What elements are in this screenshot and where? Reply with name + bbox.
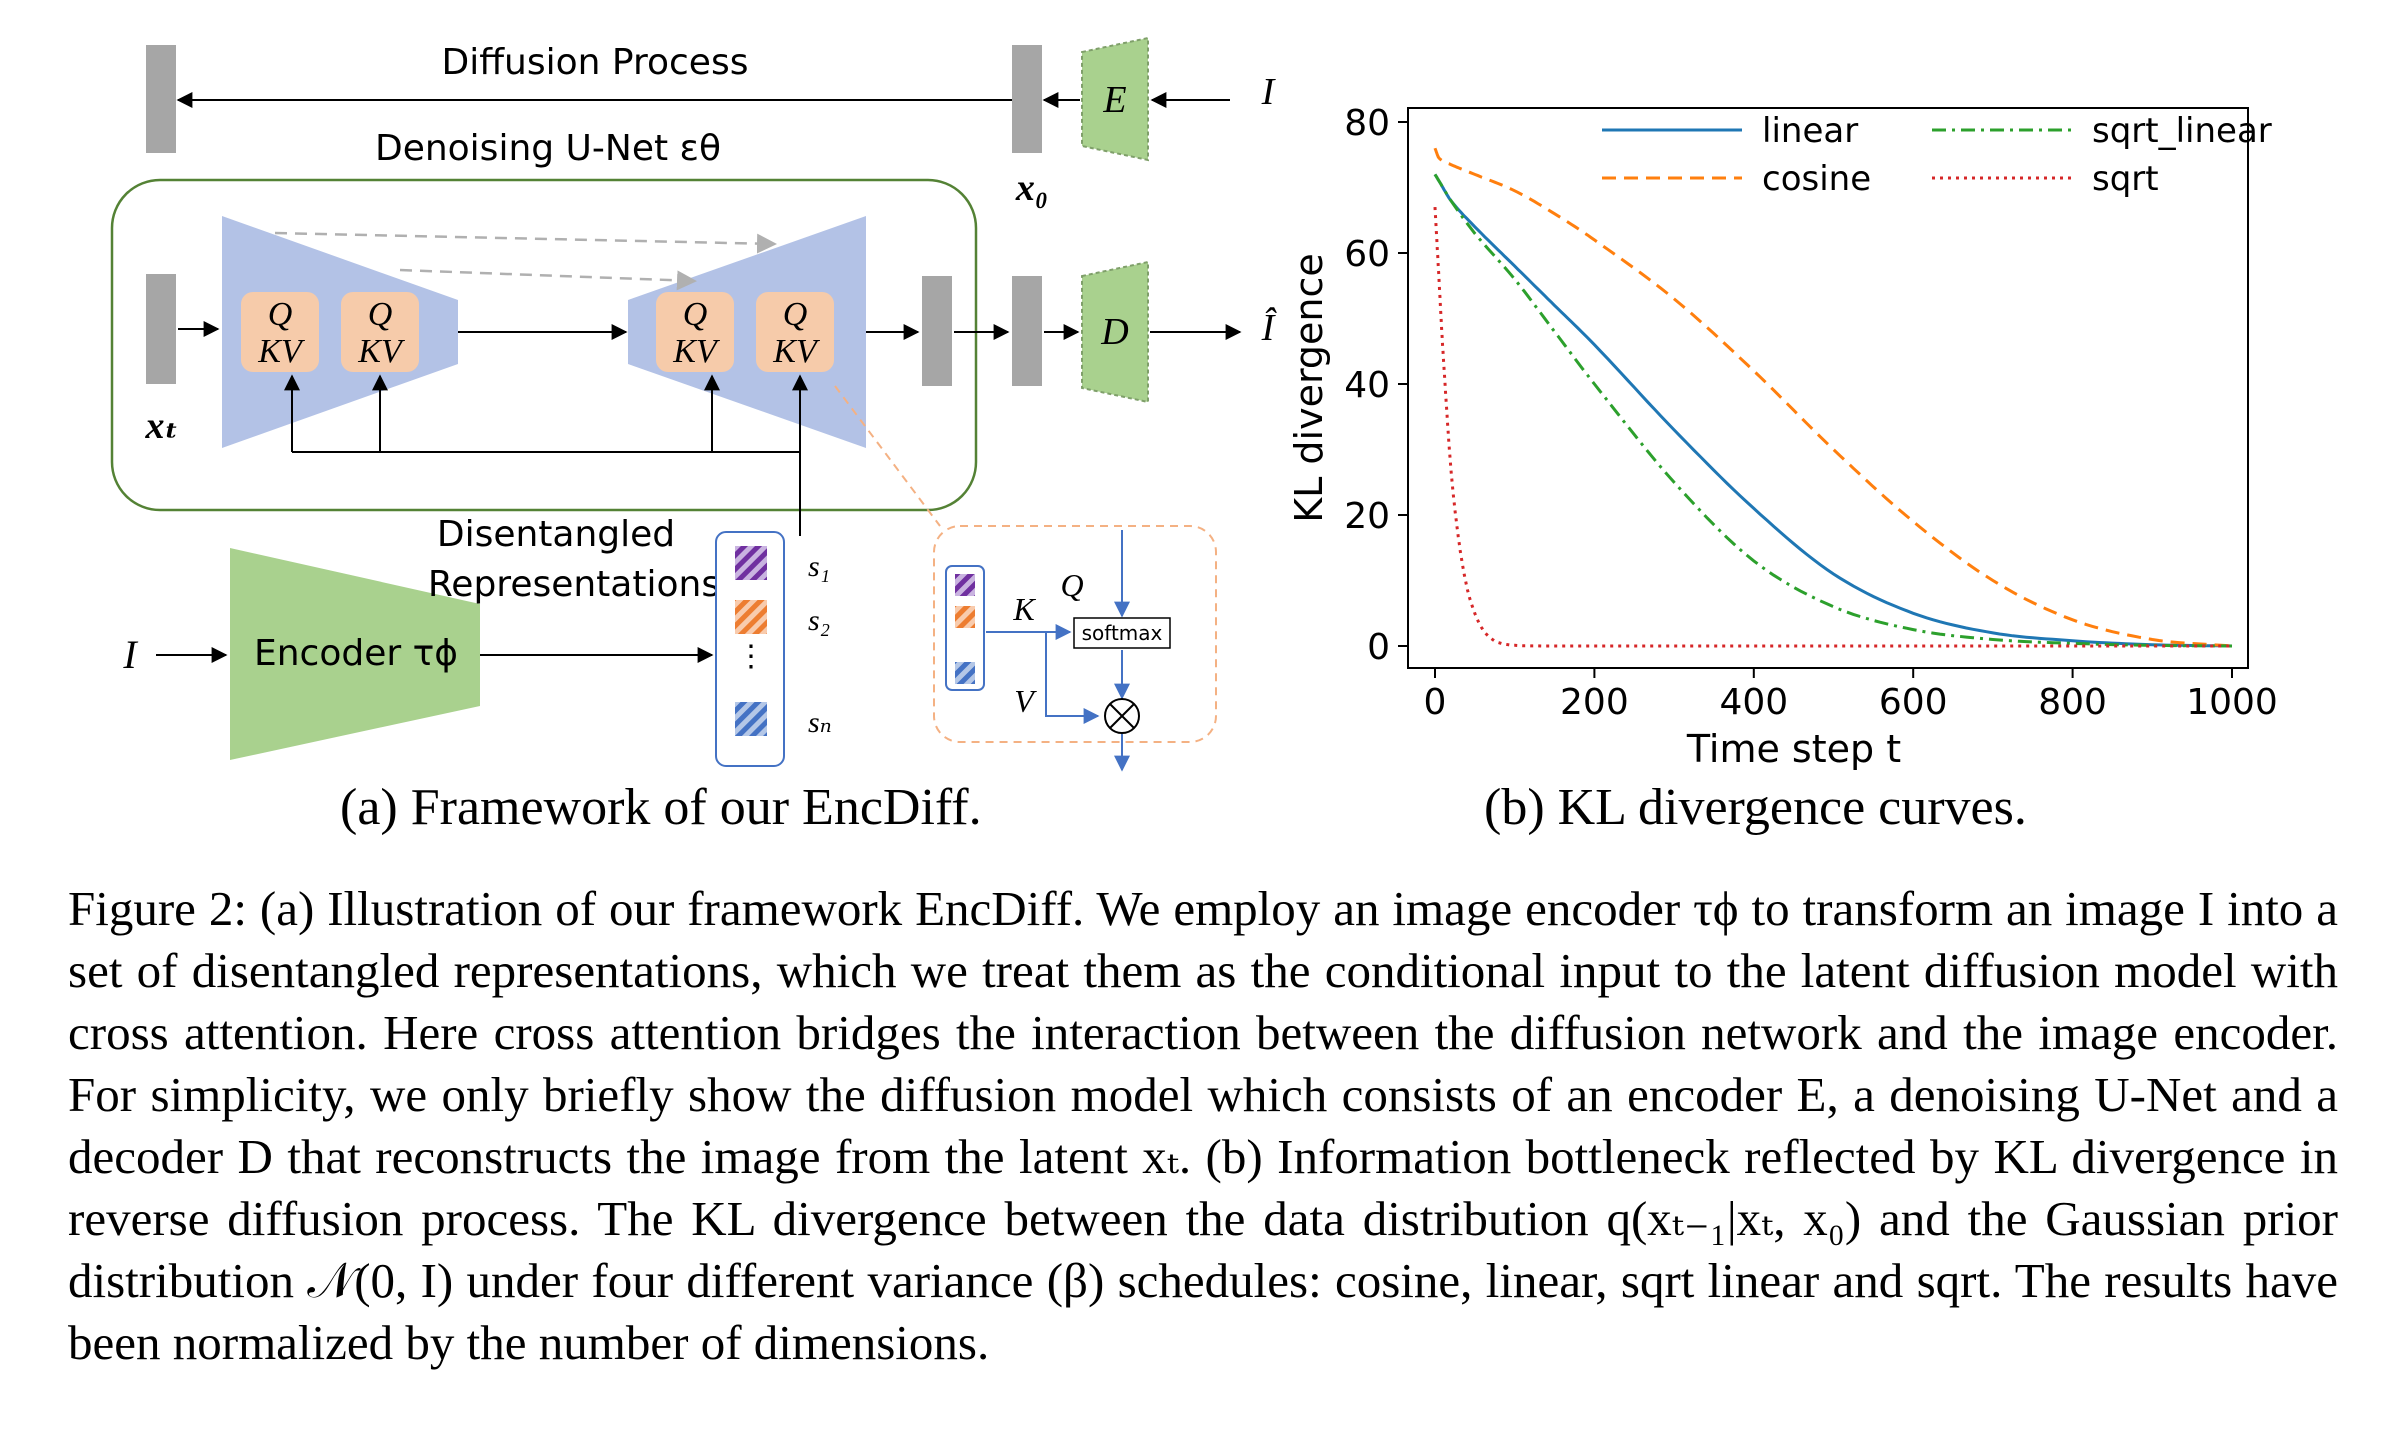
inset-q-label: Q [1060,567,1083,603]
latent-block-z0 [1012,276,1042,386]
x-tick-label: 1000 [2186,682,2278,723]
attn-kv-3: KV [672,333,721,370]
y-tick-label: 80 [1344,103,1390,144]
y-tick-label: 60 [1344,234,1390,275]
panel-a-framework: Diffusion Process E I x₀ Denoising U-Net… [110,36,1278,772]
y-tick-label: 20 [1344,496,1390,537]
encoder-input-i: I [122,632,138,677]
attn-block-4: Q KV [756,292,834,372]
rep-ellipsis: ⋮ [736,640,766,673]
rep-s1-swatch [735,546,767,580]
attn-q-4: Q [783,296,808,333]
skip-connection-2 [399,268,697,291]
figure-caption: Figure 2: (a) Illustration of our framew… [68,881,2338,1370]
inset-softmax-label: softmax [1082,621,1163,645]
series-line-sqrt [1433,207,2232,648]
plot-area-frame [1407,107,2249,669]
decoder-d-label: D [1100,311,1128,353]
series-line-linear [1433,173,2233,648]
latent-block-x0 [1012,45,1042,153]
rep-s2-label: s₂ [808,604,830,637]
x-tick-label: 0 [1424,682,1447,723]
latent-block-out [922,276,952,386]
output-ihat: Î [1261,307,1278,349]
subcaption-b: (b) KL divergence curves. [1484,779,2027,836]
attn-kv-4: KV [772,333,821,370]
legend-label-sqrt: sqrt [2092,159,2159,199]
unet-down-trapezoid [222,216,458,448]
attn-q-2: Q [368,296,393,333]
rep-sn-swatch [735,702,767,736]
attn-block-1: Q KV [241,292,319,372]
encoder-tau-label: Encoder τϕ [254,633,458,674]
chart-ticks-group: 0 200 400 600 800 1000 0 20 40 60 80 [1344,103,2278,723]
x0-label: x₀ [1015,167,1048,209]
attn-block-3: Q KV [656,292,734,372]
denoising-unet-label: Denoising U-Net εθ [375,128,721,169]
cross-attn-inset [933,525,1217,743]
conditioning-lines [284,374,808,536]
legend-label-linear: linear [1762,111,1858,151]
attn-kv-1: KV [257,333,306,370]
legend-label-sqrt-linear: sqrt_linear [2092,111,2272,151]
diffusion-process-label: Diffusion Process [442,42,749,83]
encoder-tau-trapezoid [230,548,480,760]
x-tick-label: 400 [1719,682,1788,723]
rep-s1-label: s₁ [808,550,830,583]
subcaption-a: (a) Framework of our EncDiff. [340,779,982,836]
inset-k-label: K [1012,591,1036,627]
rep-s2-swatch [735,600,767,634]
y-tick-label: 0 [1367,627,1390,668]
unet-frame [110,178,978,512]
x-tick-label: 800 [2038,682,2107,723]
chart-y-axis-label: KL divergence [1287,253,1331,523]
chart-x-axis-label: Time step t [1686,727,1901,771]
encoder-e-trapezoid [1081,36,1149,162]
decoder-d-trapezoid [1081,260,1149,404]
xt-label: xₜ [144,405,178,447]
series-line-sqrt-linear [1433,173,2233,648]
input-i-top: I [1261,71,1277,113]
attn-block-2: Q KV [341,292,419,372]
inset-v-line [1045,632,1100,724]
disentangled-label-line1: Disentangled [437,514,675,555]
x-tick-label: 600 [1879,682,1948,723]
attn-q-3: Q [683,296,708,333]
skip-connection-1 [274,231,777,254]
latent-block-xt [146,274,176,384]
inset-rep-n [955,662,975,684]
inset-softmax-box [1073,617,1171,649]
inset-multiply-x2 [1109,703,1135,729]
inset-rep-2 [955,606,975,628]
inset-v-label: V [1014,683,1037,719]
attn-q-1: Q [268,296,293,333]
chart-series-group [1433,147,2233,648]
x-tick-label: 200 [1560,682,1629,723]
legend-label-cosine: cosine [1762,159,1871,199]
series-line-cosine [1433,147,2233,648]
rep-sn-label: sₙ [808,706,832,739]
panel-b-chart: 0 200 400 600 800 1000 0 20 40 60 80 Time step t K… [1287,103,2278,771]
encoder-e-label: E [1102,79,1126,121]
zoom-connector [834,385,941,527]
attn-kv-2: KV [357,333,406,370]
latent-block-noise [146,45,176,153]
inset-rep-1 [955,574,975,596]
disentangled-label-line2: Representations [428,564,720,605]
y-tick-label: 40 [1344,365,1390,406]
